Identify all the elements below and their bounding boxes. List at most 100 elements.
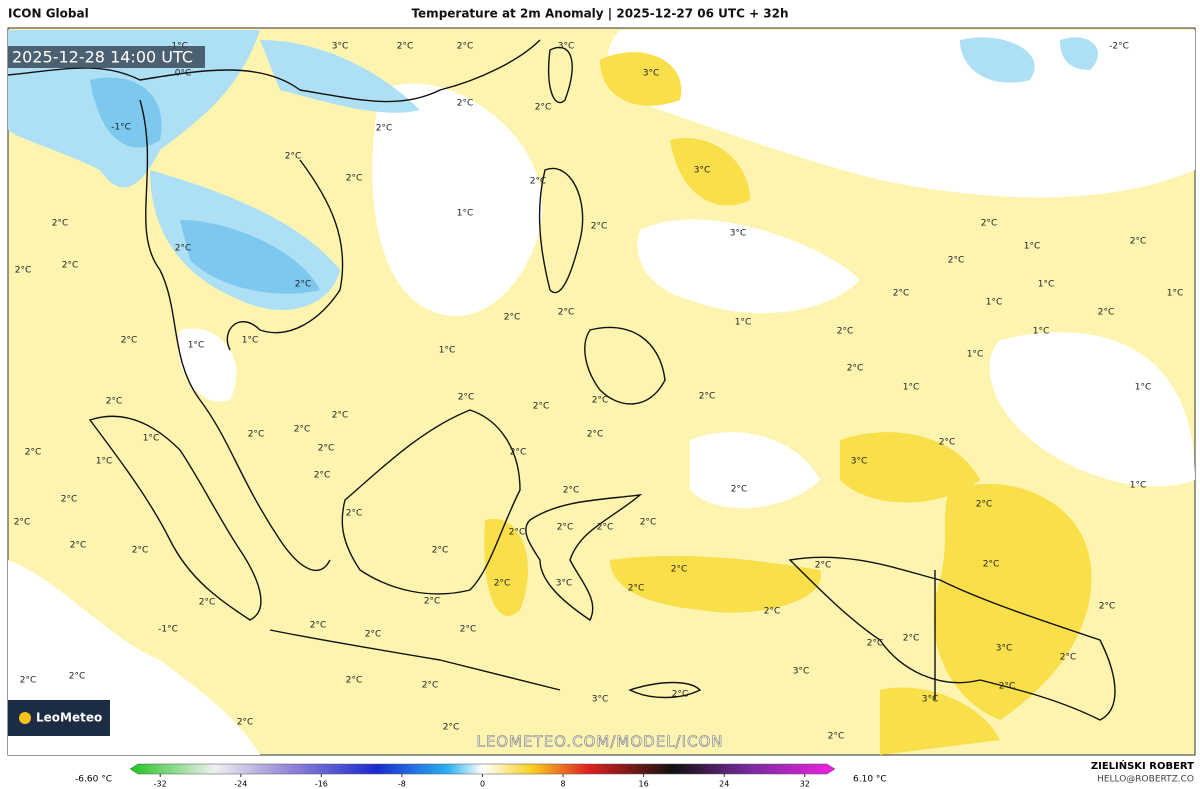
temperature-label: 1°C: [1135, 383, 1152, 393]
temperature-label: 3°C: [996, 644, 1013, 654]
temperature-label: 2°C: [591, 222, 608, 232]
colorbar-ramp: [129, 763, 836, 775]
temperature-label: 2°C: [699, 392, 716, 402]
temperature-label: 3°C: [694, 166, 711, 176]
temperature-label: 2°C: [175, 244, 192, 254]
temperature-label: 2°C: [592, 396, 609, 406]
temperature-label: 2°C: [530, 177, 547, 187]
neutral-areas: [8, 30, 1195, 755]
temperature-label: 2°C: [494, 579, 511, 589]
temperature-label: 2°C: [999, 682, 1016, 692]
temperature-label: 2°C: [983, 560, 1000, 570]
temperature-label: 2°C: [563, 486, 580, 496]
temperature-label: 2°C: [365, 630, 382, 640]
colorbar-tick-label: 16: [639, 780, 649, 789]
temperature-label: 0°C: [175, 69, 192, 79]
temperature-label: 2°C: [828, 732, 845, 742]
temperature-label: 3°C: [643, 69, 660, 79]
temperature-label: 3°C: [558, 42, 575, 52]
temperature-label: 2°C: [597, 523, 614, 533]
temperature-label: 2°C: [70, 541, 87, 551]
temperature-label: 2°C: [867, 639, 884, 649]
temperature-label: 2°C: [847, 364, 864, 374]
map: [7, 27, 1196, 756]
temperature-label: 3°C: [332, 42, 349, 52]
cold-areas: [90, 77, 320, 294]
colorbar-tick-label: -8: [398, 780, 406, 789]
colorbar-tick-label: -32: [154, 780, 167, 789]
temperature-label: 2°C: [672, 690, 689, 700]
temperature-label: 1°C: [1024, 242, 1041, 252]
temperature-label: 3°C: [556, 579, 573, 589]
temperature-label: 2°C: [314, 471, 331, 481]
temperature-label: 3°C: [793, 667, 810, 677]
temperature-label: 3°C: [730, 229, 747, 239]
temperature-label: 2°C: [948, 256, 965, 266]
colorbar-tick-label: 0: [480, 780, 485, 789]
temperature-label: 2°C: [510, 448, 527, 458]
temperature-label: 2°C: [25, 448, 42, 458]
credit-email: HELLO@ROBERTZ.CO: [1097, 775, 1194, 785]
temperature-label: 2°C: [815, 561, 832, 571]
temperature-label: 2°C: [1099, 602, 1116, 612]
temperature-label: 2°C: [248, 430, 265, 440]
temperature-label: 2°C: [14, 518, 31, 528]
map-title: Temperature at 2m Anomaly | 2025-12-27 0…: [411, 7, 788, 21]
temperature-label: 2°C: [1060, 653, 1077, 663]
temperature-label: 2°C: [237, 718, 254, 728]
temperature-label: 2°C: [837, 327, 854, 337]
temperature-label: 1°C: [439, 346, 456, 356]
colorbar-tick-label: 8: [561, 780, 566, 789]
temperature-label: 2°C: [1130, 237, 1147, 247]
colorbar-min: -6.60 °C: [75, 775, 112, 785]
colorbar-max: 6.10 °C: [853, 775, 887, 785]
temperature-label: 3°C: [592, 695, 609, 705]
temperature-label: 2°C: [20, 676, 37, 686]
colorbar: -32 -24 -16 -8 0 8 16 24 32: [129, 763, 836, 789]
temperature-label: 2°C: [939, 438, 956, 448]
temperature-label: 2°C: [671, 565, 688, 575]
temperature-label: 2°C: [976, 500, 993, 510]
temperature-label: 2°C: [457, 99, 474, 109]
model-name: ICON Global: [8, 7, 89, 21]
temperature-label: -1°C: [111, 123, 131, 133]
temperature-label: 1°C: [735, 318, 752, 328]
colorbar-tick-label: -16: [315, 780, 328, 789]
temperature-label: 2°C: [346, 509, 363, 519]
temperature-label: 3°C: [851, 457, 868, 467]
temperature-label: 1°C: [1038, 280, 1055, 290]
temperature-label: 2°C: [764, 607, 781, 617]
temperature-label: 2°C: [628, 584, 645, 594]
temperature-label: 1°C: [457, 209, 474, 219]
temperature-label: 2°C: [318, 444, 335, 454]
temperature-label: 1°C: [1167, 289, 1184, 299]
temperature-label: 2°C: [121, 336, 138, 346]
temperature-label: 2°C: [199, 598, 216, 608]
warm-areas: [484, 52, 1092, 755]
temperature-label: 1°C: [188, 341, 205, 351]
temperature-label: 2°C: [397, 42, 414, 52]
brand: LeoMeteo: [36, 711, 102, 725]
temperature-label: 1°C: [143, 434, 160, 444]
temperature-label: 2°C: [893, 289, 910, 299]
timestamp: 2025-12-28 14:00 UTC: [12, 48, 193, 67]
temperature-label: 2°C: [558, 308, 575, 318]
temperature-label: 1°C: [1130, 481, 1147, 491]
brand-icon: [19, 712, 31, 724]
temperature-label: -1°C: [158, 625, 178, 635]
temperature-label: 2°C: [132, 546, 149, 556]
temperature-label: 2°C: [640, 518, 657, 528]
temperature-label: 1°C: [242, 336, 259, 346]
temperature-label: 2°C: [106, 397, 123, 407]
temperature-label: -2°C: [1109, 42, 1129, 52]
temperature-label: 2°C: [731, 485, 748, 495]
timestamp-box: [8, 46, 205, 68]
temperature-label: 2°C: [1098, 308, 1115, 318]
colorbar-tick-label: -24: [234, 780, 247, 789]
temperature-label: 2°C: [62, 261, 79, 271]
temperature-label: 1°C: [96, 457, 113, 467]
temperature-label: 2°C: [457, 42, 474, 52]
temperature-label: 3°C: [922, 695, 939, 705]
temperature-label: 2°C: [903, 634, 920, 644]
